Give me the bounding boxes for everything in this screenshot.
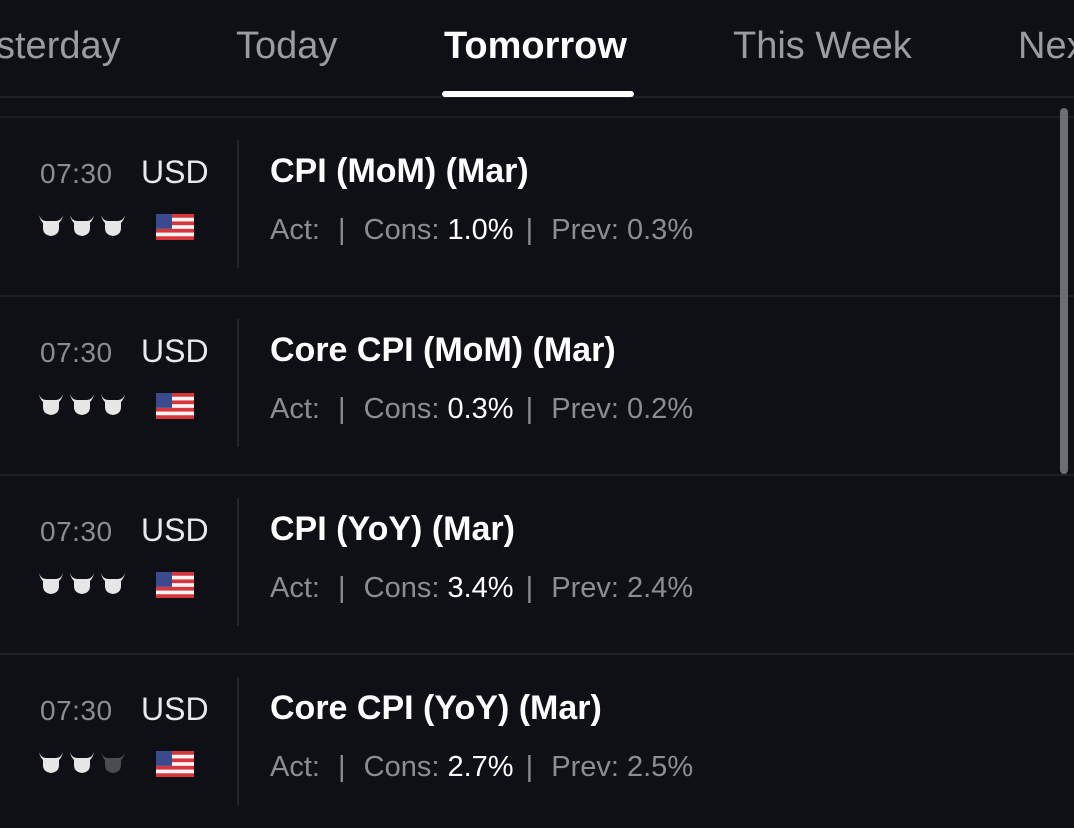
event-title: Core CPI (MoM) (Mar): [270, 331, 616, 369]
consensus-label: Cons:: [363, 751, 440, 783]
us-flag-icon: [156, 572, 194, 598]
event-time: 07:30: [40, 158, 113, 189]
tab-today[interactable]: Today: [236, 25, 338, 67]
previous-value: 0.3%: [627, 214, 694, 246]
actual-label: Act:: [270, 751, 320, 783]
importance-bulls-icon: [39, 752, 125, 773]
event-title: Core CPI (YoY) (Mar): [270, 689, 602, 727]
consensus-value: 1.0%: [447, 214, 514, 246]
previous-label: Prev:: [551, 572, 619, 604]
consensus-label: Cons:: [363, 393, 440, 425]
row-separator: [237, 677, 239, 805]
actual-label: Act:: [270, 393, 320, 425]
event-stats: Act: | Cons: 1.0% | Prev: 0.3%: [270, 214, 693, 247]
list-divider: [0, 116, 1074, 118]
event-row[interactable]: 07:30 USD Core CPI (YoY) (Mar) Act: | Co…: [0, 655, 1074, 828]
previous-value: 0.2%: [627, 393, 694, 425]
event-row[interactable]: 07:30 USD CPI (YoY) (Mar) Act: | Cons: 3…: [0, 476, 1074, 655]
consensus-value: 0.3%: [447, 393, 514, 425]
us-flag-icon: [156, 393, 194, 419]
previous-label: Prev:: [551, 214, 619, 246]
event-currency: USD: [141, 691, 209, 727]
stats-separator: |: [525, 572, 534, 604]
tab-yesterday[interactable]: sterday: [0, 25, 121, 67]
event-stats: Act: | Cons: 3.4% | Prev: 2.4%: [270, 572, 693, 605]
stats-separator: |: [338, 572, 346, 604]
stats-separator: |: [525, 214, 534, 246]
stats-separator: |: [338, 751, 346, 783]
event-time: 07:30: [40, 337, 113, 368]
consensus-value: 2.7%: [447, 751, 514, 783]
event-time: 07:30: [40, 695, 113, 726]
stats-separator: |: [525, 393, 534, 425]
row-separator: [237, 319, 239, 447]
previous-value: 2.4%: [627, 572, 694, 604]
us-flag-icon: [156, 214, 194, 240]
stats-separator: |: [338, 393, 346, 425]
previous-label: Prev:: [551, 393, 619, 425]
event-list[interactable]: 07:30 USD CPI (MoM) (Mar) Act: | Cons: 1…: [0, 118, 1074, 828]
event-stats: Act: | Cons: 0.3% | Prev: 0.2%: [270, 393, 693, 426]
event-title: CPI (MoM) (Mar): [270, 152, 529, 190]
previous-value: 2.5%: [627, 751, 694, 783]
row-separator: [237, 498, 239, 626]
event-row[interactable]: 07:30 USD Core CPI (MoM) (Mar) Act: | Co…: [0, 297, 1074, 476]
event-currency: USD: [141, 512, 209, 548]
scrollbar[interactable]: [1060, 108, 1068, 474]
actual-label: Act:: [270, 572, 320, 604]
event-currency: USD: [141, 154, 209, 190]
event-time: 07:30: [40, 516, 113, 547]
actual-label: Act:: [270, 214, 320, 246]
stats-separator: |: [338, 214, 346, 246]
consensus-label: Cons:: [363, 572, 440, 604]
importance-bulls-icon: [39, 573, 125, 594]
tab-tomorrow[interactable]: Tomorrow: [444, 25, 627, 67]
event-currency: USD: [141, 333, 209, 369]
us-flag-icon: [156, 751, 194, 777]
event-row[interactable]: 07:30 USD CPI (MoM) (Mar) Act: | Cons: 1…: [0, 118, 1074, 297]
tab-next[interactable]: Nex: [1018, 25, 1074, 67]
previous-label: Prev:: [551, 751, 619, 783]
consensus-value: 3.4%: [447, 572, 514, 604]
row-separator: [237, 140, 239, 268]
consensus-label: Cons:: [363, 214, 440, 246]
active-tab-indicator: [442, 91, 634, 97]
date-tabs: sterday Today Tomorrow This Week Nex: [0, 0, 1074, 98]
event-title: CPI (YoY) (Mar): [270, 510, 515, 548]
stats-separator: |: [525, 751, 534, 783]
tab-this-week[interactable]: This Week: [733, 25, 912, 67]
importance-bulls-icon: [39, 215, 125, 236]
event-stats: Act: | Cons: 2.7% | Prev: 2.5%: [270, 751, 693, 784]
importance-bulls-icon: [39, 394, 125, 415]
